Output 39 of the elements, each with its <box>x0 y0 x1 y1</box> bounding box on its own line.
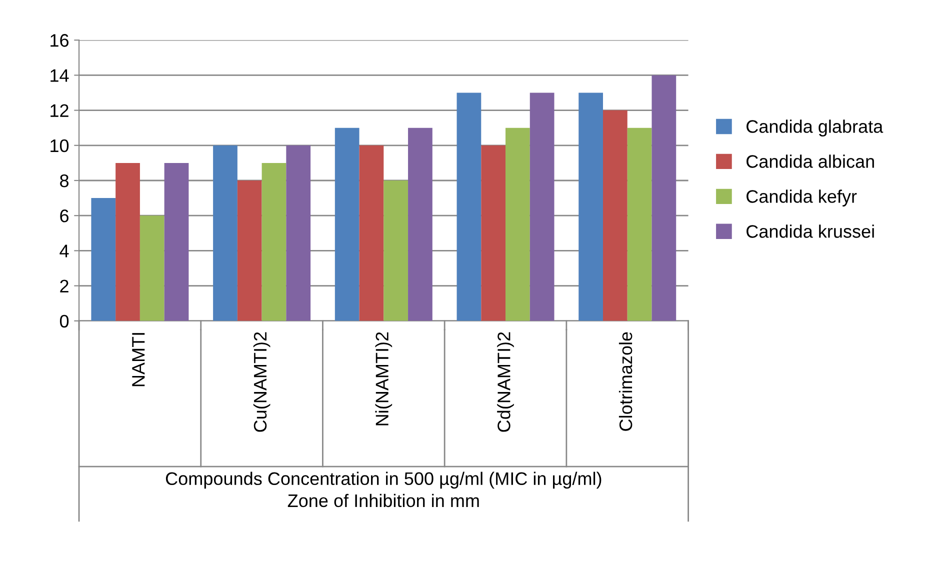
bar <box>91 198 116 321</box>
bar <box>481 145 506 321</box>
bar <box>237 180 262 321</box>
bar <box>359 145 384 321</box>
bar <box>164 162 189 321</box>
y-tick-label: 14 <box>50 69 69 82</box>
bar <box>530 92 554 321</box>
legend-label: Candida albican <box>746 154 874 168</box>
bar <box>286 145 311 321</box>
bar <box>602 110 628 321</box>
legend-label: Candida kefyr <box>746 190 857 206</box>
y-tick-label: 10 <box>50 139 69 152</box>
x-tick-label: NAMTI <box>132 333 145 386</box>
legend-label: Candida glabrata <box>746 120 884 136</box>
y-tick-label: 16 <box>50 34 68 47</box>
bar <box>213 145 238 321</box>
bar <box>627 128 652 321</box>
bar <box>578 92 603 321</box>
bar <box>456 92 482 321</box>
y-tick-label: 4 <box>60 244 69 258</box>
y-tick-label: 6 <box>60 210 68 222</box>
x-tick-label: Ni(NAMTI)2 <box>375 332 392 426</box>
y-tick-label: 2 <box>60 280 68 292</box>
bar <box>116 162 140 321</box>
x-axis-title: Compounds Concentration in 500 µg/ml (MIC in µg/ml) Zone of Inhibition in mm <box>166 472 602 508</box>
legend-label: Candida krussei <box>746 224 874 238</box>
y-tick-label: 8 <box>60 174 69 188</box>
bar <box>384 180 408 321</box>
x-tick-label: Clotrimazole <box>618 332 632 431</box>
bar <box>334 128 360 321</box>
bar <box>140 216 164 321</box>
bar <box>652 75 676 321</box>
y-tick-label: 12 <box>50 104 68 117</box>
x-tick-label: Cu(NAMTI)2 <box>253 332 270 432</box>
x-tick-label: Cd(NAMTI)2 <box>497 332 514 432</box>
y-tick-label: 0 <box>60 314 69 328</box>
bar <box>262 162 286 321</box>
bar <box>506 128 530 321</box>
bar <box>408 128 432 321</box>
